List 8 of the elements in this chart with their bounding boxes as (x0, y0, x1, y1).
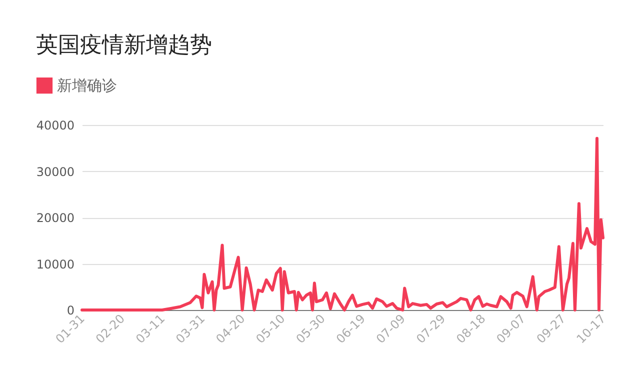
y-tick-label: 10000 (36, 257, 74, 272)
y-tick-label: 0 (66, 304, 74, 318)
line-series (80, 136, 604, 312)
y-tick-label: 20000 (36, 211, 74, 225)
y-tick-label: 40000 (36, 118, 74, 132)
legend-label: 新增确诊 (57, 76, 117, 94)
y-tick-label: 30000 (36, 164, 74, 179)
chart-title: 英国疫情新增趋势 (36, 33, 212, 58)
